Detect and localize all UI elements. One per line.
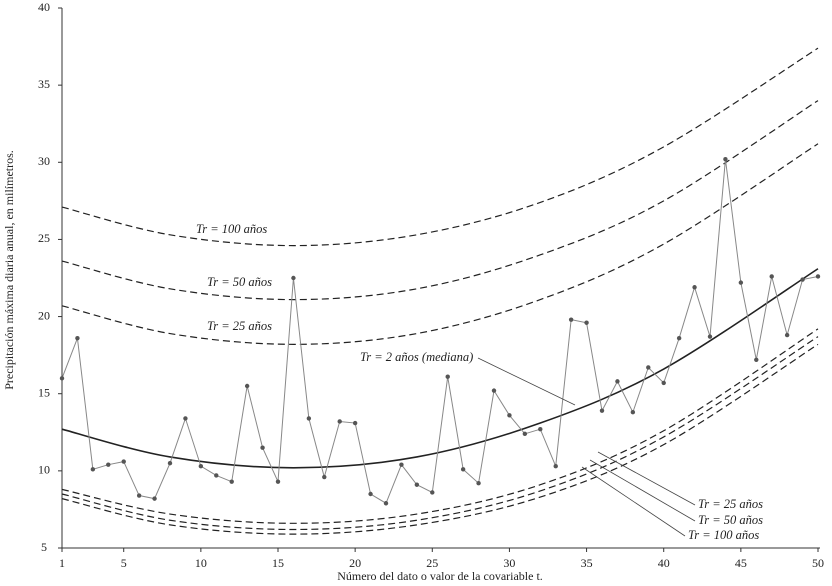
data-point [229, 479, 234, 484]
data-point [738, 280, 744, 285]
data-point [383, 501, 389, 506]
x-tick-label: 20 [349, 556, 361, 570]
dashed-curve [61, 143, 819, 345]
annotation: Tr = 2 años (mediana) [360, 350, 473, 364]
y-tick-label: 5 [41, 540, 47, 554]
x-axis-label: Número del dato o valor de la covariable… [337, 569, 543, 583]
data-point [167, 460, 173, 466]
data-point [136, 493, 142, 498]
data-point [692, 285, 697, 290]
dashed-curve [61, 328, 819, 524]
data-point [368, 491, 373, 497]
data-point [538, 427, 543, 432]
data-point [723, 157, 728, 162]
data-point [553, 464, 558, 469]
data-point [676, 335, 682, 341]
data-point [815, 274, 821, 279]
data-point [152, 496, 157, 501]
data-point [183, 416, 188, 421]
x-tick-label: 50 [812, 556, 824, 570]
data-point [75, 335, 80, 341]
data-point [800, 277, 805, 282]
data-point [522, 431, 528, 437]
data-point [445, 374, 450, 379]
data-point [646, 365, 651, 370]
data-point [306, 416, 312, 421]
data-point [275, 479, 281, 484]
data-point [661, 380, 666, 386]
dashed-curve [61, 343, 819, 535]
y-tick-label: 20 [38, 308, 50, 322]
data-point [707, 334, 713, 339]
data-point [507, 413, 512, 418]
data-point [476, 481, 481, 486]
data-point [214, 473, 219, 478]
x-tick-label: 35 [581, 556, 593, 570]
data-point [399, 462, 404, 467]
data-point [784, 332, 790, 338]
data-point [121, 459, 126, 464]
annotation: Tr = 25 años [698, 497, 763, 511]
data-point [106, 462, 111, 467]
data-point [460, 467, 466, 472]
data-point [291, 275, 296, 281]
annotation: Tr = 50 años [207, 275, 272, 289]
annotation: Tr = 100 años [688, 528, 759, 542]
data-point [769, 274, 774, 279]
data-point [90, 467, 96, 472]
leader-line [597, 451, 696, 506]
x-tick-label: 45 [735, 556, 747, 570]
y-tick-label: 15 [38, 385, 50, 399]
x-tick-label: 1 [59, 556, 65, 570]
x-tick-label: 5 [121, 556, 127, 570]
y-tick-label: 10 [38, 463, 50, 477]
data-point [59, 376, 65, 381]
data-point [198, 464, 204, 469]
data-point [337, 419, 342, 424]
x-tick-label: 30 [503, 556, 515, 570]
y-tick-label: 25 [38, 231, 50, 245]
data-point [754, 357, 759, 362]
data-point [430, 490, 435, 495]
data-point [322, 474, 327, 480]
annotation: Tr = 50 años [698, 513, 763, 527]
x-tick-label: 15 [272, 556, 284, 570]
dashed-curve [61, 336, 819, 531]
data-point [615, 379, 620, 384]
x-tick-label: 25 [426, 556, 438, 570]
dashed-curve [61, 47, 819, 247]
y-tick-label: 30 [38, 154, 50, 168]
y-tick-label: 40 [38, 0, 50, 14]
data-point [584, 320, 589, 325]
data-point [260, 445, 265, 450]
data-point [568, 317, 574, 322]
data-point [414, 482, 420, 487]
data-point [491, 388, 497, 393]
data-point [630, 410, 636, 415]
y-axis-label: Precipitación máxima diaria anual, en mi… [2, 150, 16, 390]
leader-line [477, 357, 576, 406]
annotation: Tr = 25 años [207, 319, 272, 333]
leader-line [589, 459, 696, 522]
x-tick-label: 40 [658, 556, 670, 570]
data-point [352, 420, 358, 426]
dashed-curve [61, 100, 819, 301]
leader-line [581, 466, 686, 537]
annotation: Tr = 100 años [196, 222, 267, 236]
data-point [599, 408, 605, 413]
y-tick-label: 35 [38, 77, 50, 91]
data-line [61, 159, 819, 504]
x-tick-label: 10 [195, 556, 207, 570]
data-point [244, 383, 250, 389]
